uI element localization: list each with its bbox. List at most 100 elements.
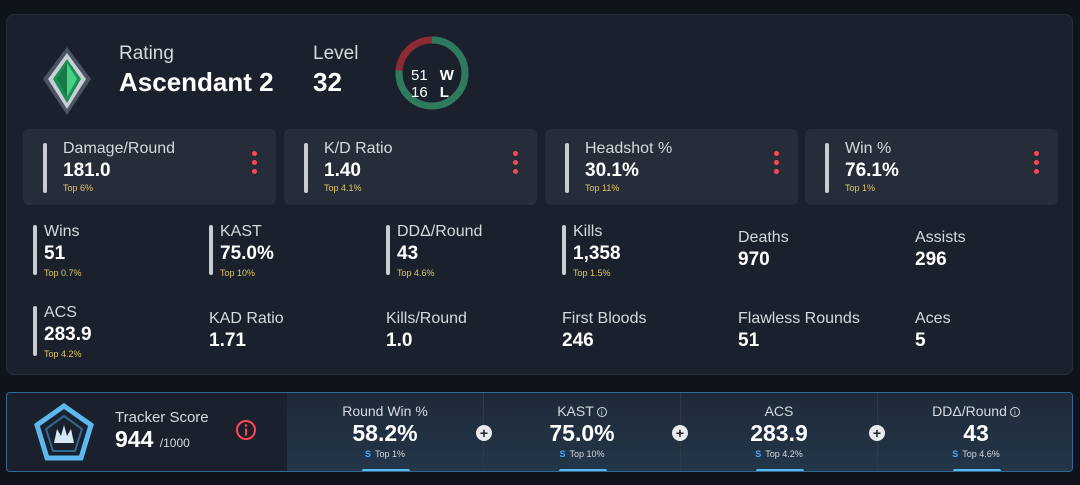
- breakdown-label: KAST i: [484, 403, 680, 419]
- breakdown-underline: [953, 469, 1001, 471]
- info-icon[interactable]: [235, 419, 257, 441]
- breakdown-acs[interactable]: ACS 283.9 S Top 4.2%: [681, 393, 877, 471]
- breakdown-value: 283.9: [750, 420, 808, 446]
- info-icon[interactable]: i: [1009, 407, 1020, 417]
- card-percentile: Top 4.1%: [324, 183, 362, 193]
- card-percentile: Top 1%: [845, 183, 876, 193]
- kebab-menu-icon[interactable]: [774, 151, 780, 177]
- stat-flawless-rounds[interactable]: Flawless Rounds 51: [738, 310, 908, 352]
- breakdown-kast[interactable]: KAST i 75.0% S Top 10%: [484, 393, 680, 471]
- breakdown-underline: [362, 469, 410, 471]
- rank-header: Rating Ascendant 2 Level 32 51 W 16 L: [7, 15, 1072, 135]
- win-loss-record: 51 W 16 L: [411, 67, 454, 101]
- stat-aces[interactable]: Aces 5: [915, 310, 1065, 352]
- stat-value: 246: [562, 330, 594, 351]
- losses-count: 16: [411, 84, 428, 101]
- breakdown-percentile: S Top 4.6%: [878, 449, 1072, 459]
- kebab-menu-icon[interactable]: [513, 151, 519, 177]
- grade-badge: S: [559, 449, 566, 459]
- stat-assists[interactable]: Assists 296: [915, 229, 1065, 271]
- win-arc: [395, 36, 469, 110]
- rating-label: Rating: [119, 43, 174, 64]
- stat-first-bloods[interactable]: First Bloods 246: [562, 310, 722, 352]
- stat-label: First Bloods: [562, 310, 647, 327]
- stat-value: 283.9: [44, 324, 92, 345]
- card-headshot-pct[interactable]: Headshot % 30.1% Top 11%: [545, 129, 798, 205]
- level-value: 32: [313, 67, 342, 97]
- stat-value: 75.0%: [220, 243, 274, 264]
- stat-deaths[interactable]: Deaths 970: [738, 229, 898, 271]
- tracker-score-max: /1000: [159, 436, 190, 450]
- card-kd-ratio[interactable]: K/D Ratio 1.40 Top 4.1%: [284, 129, 537, 205]
- stat-acs[interactable]: ACS 283.9 Top 4.2%: [33, 304, 193, 364]
- info-icon[interactable]: i: [596, 407, 607, 417]
- tracker-score-bar: Tracker Score 944 /1000 Round Win % 58.2…: [6, 392, 1073, 472]
- stat-percentile: Top 1.5%: [573, 268, 611, 278]
- card-label: Damage/Round: [63, 140, 176, 157]
- stat-kast[interactable]: KAST 75.0% Top 10%: [209, 223, 369, 283]
- tracker-score-label: Tracker Score: [115, 409, 209, 426]
- card-win-pct[interactable]: Win % 76.1% Top 1%: [805, 129, 1058, 205]
- stat-percentile: Top 4.6%: [397, 268, 435, 278]
- stat-value: 1.71: [209, 330, 246, 351]
- grade-badge: S: [755, 449, 762, 459]
- stat-label: Kills/Round: [386, 310, 467, 327]
- breakdown-round-win-pct[interactable]: Round Win % 58.2% S Top 1%: [287, 393, 483, 471]
- stat-wins[interactable]: Wins 51 Top 0.7%: [33, 223, 193, 283]
- rating-value: Ascendant 2: [119, 67, 274, 97]
- card-accent-bar: [43, 143, 47, 193]
- tracker-score-breakdown: Round Win % 58.2% S Top 1% + KAST i 75.0% …: [287, 393, 1072, 471]
- breakdown-percentile: S Top 4.2%: [681, 449, 877, 459]
- wins-key: W: [439, 67, 454, 84]
- stat-kad-ratio[interactable]: KAD Ratio 1.71: [209, 310, 369, 352]
- tracker-score-value: 944 /1000: [115, 426, 190, 453]
- stat-accent-bar: [33, 225, 37, 275]
- stat-value: 1.0: [386, 330, 413, 351]
- breakdown-label: Round Win %: [342, 403, 428, 419]
- card-value: 181.0: [63, 160, 111, 181]
- stat-kills[interactable]: Kills 1,358 Top 1.5%: [562, 223, 722, 283]
- card-value: 30.1%: [585, 160, 639, 181]
- percentile-text: Top 1%: [374, 449, 406, 459]
- breakdown-underline: [756, 469, 804, 471]
- rating-block: Rating Ascendant 2: [119, 43, 274, 98]
- stat-percentile: Top 0.7%: [44, 268, 82, 278]
- percentile-text: Top 4.2%: [765, 449, 803, 459]
- level-block: Level 32: [313, 43, 358, 98]
- kebab-menu-icon[interactable]: [252, 151, 258, 177]
- level-label: Level: [313, 43, 359, 64]
- plus-icon: +: [869, 425, 885, 441]
- card-percentile: Top 11%: [585, 183, 620, 193]
- tracker-score-summary: Tracker Score 944 /1000: [7, 393, 287, 471]
- stat-label: ACS: [44, 304, 77, 321]
- breakdown-label: ACS: [764, 403, 794, 419]
- card-value: 1.40: [324, 160, 361, 181]
- stat-value: 970: [738, 249, 770, 270]
- stat-accent-bar: [209, 225, 213, 275]
- stat-label: Deaths: [738, 229, 789, 246]
- stat-accent-bar: [33, 306, 37, 356]
- wins-count: 51: [411, 67, 428, 84]
- stat-label: Aces: [915, 310, 951, 327]
- breakdown-value: 75.0%: [549, 420, 615, 446]
- stat-dd-delta-round[interactable]: DDΔ/Round 43 Top 4.6%: [386, 223, 546, 283]
- stat-label: DDΔ/Round: [397, 223, 483, 240]
- card-damage-round[interactable]: Damage/Round 181.0 Top 6%: [23, 129, 276, 205]
- breakdown-label-text: DDΔ/Round: [932, 403, 1007, 419]
- card-accent-bar: [825, 143, 829, 193]
- stat-label: Kills: [573, 223, 603, 240]
- stat-accent-bar: [562, 225, 566, 275]
- stat-kills-round[interactable]: Kills/Round 1.0: [386, 310, 546, 352]
- breakdown-label: DDΔ/Round i: [878, 403, 1072, 419]
- kebab-menu-icon[interactable]: [1034, 151, 1040, 177]
- tracker-score-badge-icon: [34, 403, 94, 461]
- tracker-score-number: 944: [115, 426, 154, 452]
- stat-accent-bar: [386, 225, 390, 275]
- breakdown-dd-delta-round[interactable]: DDΔ/Round i 43 S Top 4.6%: [878, 393, 1072, 471]
- profile-overview-panel: Rating Ascendant 2 Level 32 51 W 16 L Dama…: [6, 14, 1073, 375]
- stat-value: 5: [915, 330, 926, 351]
- ascendant-rank-icon: [43, 47, 91, 115]
- card-label: Win %: [845, 140, 892, 157]
- card-accent-bar: [565, 143, 569, 193]
- losses-key: L: [439, 84, 449, 101]
